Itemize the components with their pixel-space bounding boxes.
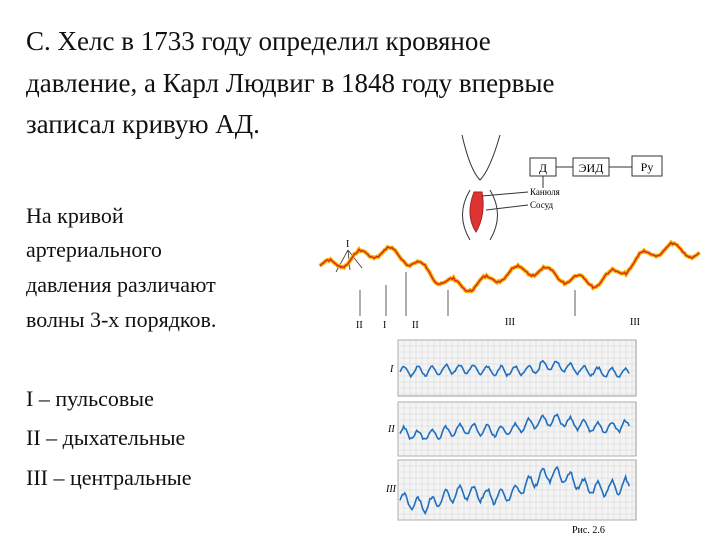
curve-label: III <box>505 317 515 328</box>
curve-label: I <box>346 239 349 250</box>
intro-line: волны 3-х порядков. <box>26 307 217 332</box>
intro-line: артериального <box>26 237 162 262</box>
title-line: записал кривую АД. <box>26 109 260 139</box>
apparatus-label: Канюля <box>530 187 560 197</box>
curve-label: II <box>412 320 419 331</box>
pressure-curve <box>319 241 700 293</box>
pressure-curve-glow <box>318 239 701 294</box>
intro-line: давления различают <box>26 272 216 297</box>
list-item: III – центральные <box>26 465 192 490</box>
record-trace <box>399 359 630 379</box>
apparatus-label: Д <box>539 161 547 175</box>
title-line: С. Хелс в 1733 году определил кровяное <box>26 26 491 56</box>
apparatus-label: Ру <box>641 160 654 174</box>
record-trace <box>399 465 630 516</box>
curve-label: III <box>630 317 640 328</box>
apparatus-label: Сосуд <box>530 200 554 210</box>
record-panel <box>397 401 637 457</box>
pointer-lines <box>335 249 576 316</box>
figure-caption: Рис. 2.6 <box>572 525 605 536</box>
list-item: II – дыхательные <box>26 425 186 450</box>
curve-label: I <box>383 320 386 331</box>
intro-line: На кривой <box>26 203 124 228</box>
record-trace <box>399 413 630 441</box>
curve-label: II <box>356 320 363 331</box>
apparatus-label: ЭИД <box>579 161 604 175</box>
title-line: давление, а Карл Людвиг в 1848 году впер… <box>26 68 555 98</box>
panel-label: II <box>387 424 395 435</box>
apparatus <box>461 134 663 241</box>
panel-label: III <box>385 484 397 495</box>
panel-label: I <box>389 364 394 375</box>
list-item: I – пульсовые <box>26 386 154 411</box>
